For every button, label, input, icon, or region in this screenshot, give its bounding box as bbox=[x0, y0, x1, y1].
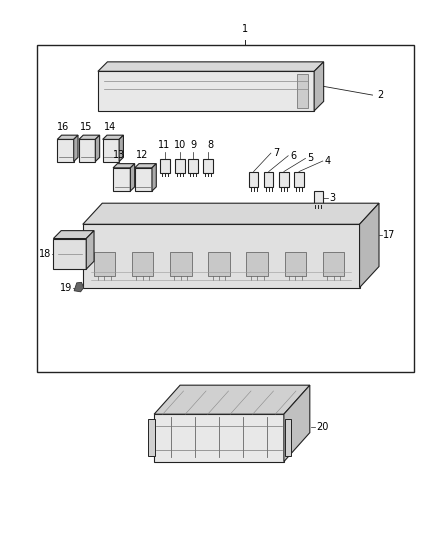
Bar bbox=[188, 159, 198, 173]
Polygon shape bbox=[131, 164, 134, 191]
Text: 18: 18 bbox=[39, 249, 51, 259]
Text: 13: 13 bbox=[113, 150, 126, 160]
Bar bbox=[53, 239, 86, 269]
Polygon shape bbox=[98, 62, 324, 71]
Bar bbox=[297, 74, 307, 108]
Polygon shape bbox=[113, 164, 134, 168]
Polygon shape bbox=[314, 62, 324, 111]
Bar bbox=[294, 172, 304, 188]
Bar bbox=[175, 159, 185, 173]
Bar bbox=[83, 224, 360, 288]
Polygon shape bbox=[74, 282, 84, 292]
Text: 11: 11 bbox=[158, 141, 170, 150]
Bar bbox=[94, 252, 115, 276]
Text: 1: 1 bbox=[242, 25, 248, 35]
Text: 15: 15 bbox=[80, 122, 92, 132]
Bar bbox=[132, 252, 153, 276]
Bar bbox=[148, 419, 155, 456]
Text: 2: 2 bbox=[377, 90, 383, 100]
Bar bbox=[102, 140, 119, 161]
Bar bbox=[98, 71, 314, 111]
Text: 4: 4 bbox=[325, 156, 331, 166]
Text: 20: 20 bbox=[316, 422, 328, 432]
Polygon shape bbox=[95, 135, 100, 161]
Text: 16: 16 bbox=[57, 122, 70, 132]
Text: 5: 5 bbox=[307, 154, 314, 164]
Polygon shape bbox=[86, 231, 94, 269]
Polygon shape bbox=[53, 231, 94, 239]
Polygon shape bbox=[284, 385, 310, 462]
Text: 19: 19 bbox=[60, 282, 72, 293]
Polygon shape bbox=[57, 135, 78, 140]
Bar bbox=[79, 140, 95, 161]
Text: 14: 14 bbox=[104, 122, 116, 132]
Bar bbox=[249, 172, 258, 188]
Bar bbox=[134, 168, 152, 191]
Bar bbox=[154, 414, 284, 462]
Bar bbox=[208, 252, 230, 276]
Text: 6: 6 bbox=[290, 151, 297, 161]
Bar bbox=[160, 159, 170, 173]
Polygon shape bbox=[83, 203, 379, 224]
Polygon shape bbox=[154, 385, 310, 414]
Polygon shape bbox=[79, 135, 100, 140]
Text: 3: 3 bbox=[329, 193, 336, 203]
Bar bbox=[323, 252, 344, 276]
Bar bbox=[285, 252, 306, 276]
Bar bbox=[314, 191, 323, 205]
Text: 9: 9 bbox=[191, 141, 197, 150]
Bar bbox=[57, 140, 74, 161]
Polygon shape bbox=[134, 164, 156, 168]
Polygon shape bbox=[102, 135, 124, 140]
Polygon shape bbox=[74, 135, 78, 161]
Bar bbox=[170, 252, 191, 276]
Text: 17: 17 bbox=[383, 230, 396, 240]
Text: 10: 10 bbox=[173, 141, 186, 150]
Bar bbox=[285, 419, 291, 456]
Bar bbox=[203, 159, 213, 173]
Bar bbox=[247, 252, 268, 276]
Bar bbox=[279, 172, 289, 188]
Text: 7: 7 bbox=[273, 148, 279, 158]
Polygon shape bbox=[360, 203, 379, 288]
Bar bbox=[113, 168, 131, 191]
Text: 8: 8 bbox=[207, 141, 213, 150]
Bar bbox=[37, 45, 413, 372]
Bar bbox=[264, 172, 273, 188]
Text: 12: 12 bbox=[136, 150, 148, 160]
Polygon shape bbox=[119, 135, 124, 161]
Polygon shape bbox=[152, 164, 156, 191]
